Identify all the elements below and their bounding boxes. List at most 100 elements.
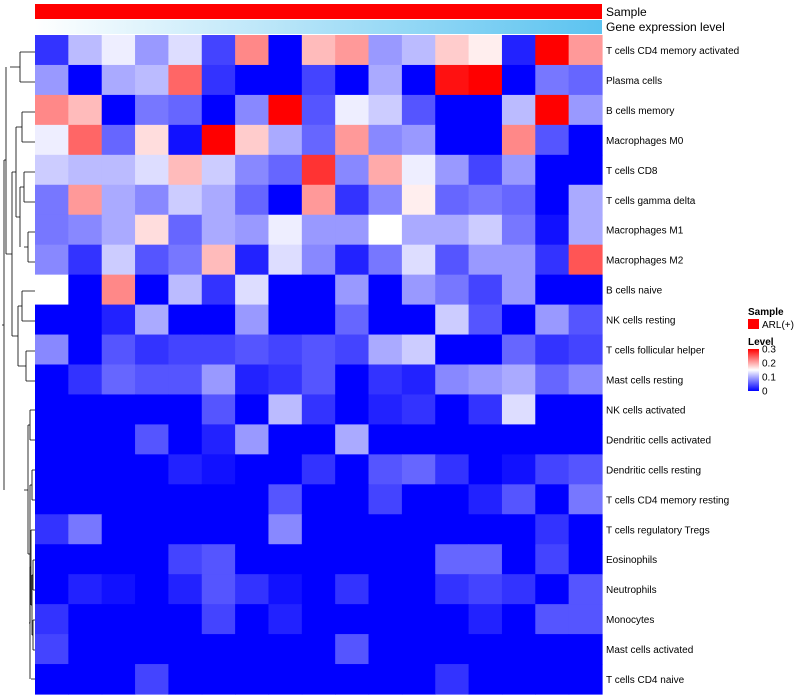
heatmap-cell xyxy=(401,574,436,605)
heatmap-cell xyxy=(468,514,503,545)
heatmap-cell xyxy=(301,394,336,425)
heatmap-cell xyxy=(501,184,536,216)
heatmap-cell xyxy=(435,64,470,96)
heatmap-cell xyxy=(335,64,370,96)
heatmap-cell xyxy=(535,64,570,96)
heatmap-cell xyxy=(501,124,536,156)
heatmap-cell xyxy=(468,154,503,186)
heatmap-cell xyxy=(168,364,203,396)
dendrogram-branch xyxy=(30,469,35,501)
heatmap-cell xyxy=(35,64,69,96)
heatmap-cell xyxy=(268,244,303,276)
heatmap-cell xyxy=(101,424,136,455)
heatmap-cell xyxy=(201,394,236,425)
heatmap-cell xyxy=(468,184,503,216)
heatmap-cell xyxy=(535,304,570,336)
heatmap-cell xyxy=(68,124,103,156)
heatmap-cell xyxy=(568,484,603,515)
heatmap-cell xyxy=(235,184,270,216)
heatmap-cell xyxy=(68,634,103,665)
row-label: Plasma cells xyxy=(606,76,662,87)
heatmap-cell xyxy=(501,64,536,96)
heatmap-cell xyxy=(401,364,436,396)
heatmap-cell xyxy=(101,604,136,635)
heatmap-cell xyxy=(201,94,236,126)
heatmap-cell xyxy=(168,94,203,126)
row-label: NK cells resting xyxy=(606,316,675,327)
heatmap-cell xyxy=(368,184,403,216)
heatmap-cell xyxy=(35,604,69,635)
heatmap-cell xyxy=(501,484,536,515)
row-label: T cells CD4 memory resting xyxy=(606,495,729,506)
heatmap-cell xyxy=(301,424,336,455)
heatmap-cell xyxy=(435,274,470,306)
heatmap-cell xyxy=(535,514,570,545)
heatmap-cell xyxy=(335,514,370,545)
heatmap-cell xyxy=(135,244,170,276)
heatmap-cell xyxy=(468,124,503,156)
heatmap-cell xyxy=(501,244,536,276)
heatmap-cell xyxy=(235,484,270,515)
row-label: Macrophages M1 xyxy=(606,226,684,237)
heatmap-cell xyxy=(501,604,536,635)
heatmap-cell xyxy=(235,604,270,635)
legend-sample-swatch xyxy=(748,319,759,329)
annotation-tracks: Sample Gene expression level xyxy=(35,4,725,34)
heatmap-cell xyxy=(401,664,436,695)
heatmap-cell xyxy=(101,64,136,96)
heatmap-cell xyxy=(468,334,503,366)
heatmap-cell xyxy=(68,484,103,515)
dendrogram-branch xyxy=(12,306,35,382)
heatmap-cell xyxy=(168,484,203,515)
heatmap-cell xyxy=(435,454,470,485)
heatmap-cell xyxy=(135,544,170,575)
heatmap-cell xyxy=(68,574,103,605)
heatmap-cell xyxy=(335,454,370,485)
heatmap-cell xyxy=(268,124,303,156)
heatmap-cell xyxy=(535,424,570,455)
heatmap-cell xyxy=(35,664,69,695)
row-label: T cells CD4 memory activated xyxy=(606,46,739,57)
heatmap-cell xyxy=(468,364,503,396)
heatmap-cell xyxy=(401,94,436,126)
heatmap-cell xyxy=(135,35,170,66)
heatmap-cell xyxy=(368,35,403,66)
heatmap-cell xyxy=(168,154,203,186)
heatmap-cell xyxy=(101,244,136,276)
heatmap-cell xyxy=(335,94,370,126)
heatmap-cell xyxy=(35,154,69,186)
dendrogram-branch xyxy=(10,51,35,83)
heatmap-cell xyxy=(135,634,170,665)
heatmap-cell xyxy=(68,304,103,336)
heatmap-cell xyxy=(168,334,203,366)
heatmap-cell xyxy=(301,274,336,306)
heatmap-cell xyxy=(501,394,536,425)
heatmap-cell xyxy=(68,184,103,216)
heatmap-cell xyxy=(568,634,603,665)
heatmap-cell xyxy=(301,94,336,126)
heatmap-cell xyxy=(168,604,203,635)
legend-level-ticks: 0.3 0.2 0.1 0 xyxy=(762,345,776,398)
heatmap-cell xyxy=(301,484,336,515)
heatmap-cell xyxy=(535,634,570,665)
heatmap-cell xyxy=(135,364,170,396)
sample-track xyxy=(35,4,602,19)
heatmap-cell xyxy=(101,35,136,66)
heatmap-cell xyxy=(201,664,236,695)
row-label: Dendritic cells resting xyxy=(606,465,701,476)
row-label: T cells follicular helper xyxy=(606,346,705,357)
heatmap-cell xyxy=(401,274,436,306)
heatmap-cell xyxy=(135,184,170,216)
heatmap-cell xyxy=(501,424,536,455)
row-label: NK cells activated xyxy=(606,405,685,416)
heatmap-cell xyxy=(301,634,336,665)
heatmap-cell xyxy=(268,394,303,425)
heatmap-cell xyxy=(201,214,236,246)
heatmap-cell xyxy=(168,35,203,66)
heatmap-cell xyxy=(335,274,370,306)
gene-expression-track xyxy=(35,20,602,34)
gene-expression-track-label: Gene expression level xyxy=(606,20,725,34)
heatmap-cell xyxy=(435,94,470,126)
heatmap-cell xyxy=(568,214,603,246)
heatmap-cell xyxy=(468,604,503,635)
